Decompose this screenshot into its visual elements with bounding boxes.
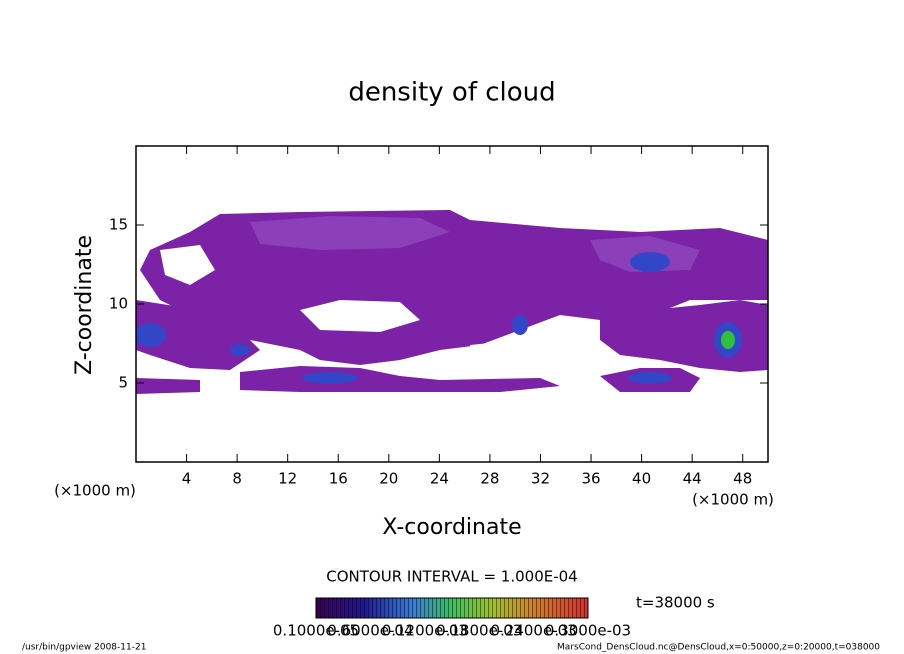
- y-tick-label: 15: [109, 216, 128, 234]
- x-tick-label: 44: [683, 470, 702, 488]
- chart-title: density of cloud: [348, 78, 555, 108]
- x-tick-label: 8: [232, 470, 242, 488]
- colorbar-label: 0.3000e-03: [545, 622, 631, 640]
- colorbar-label: 0.1000e-05: [273, 622, 359, 640]
- y-unit: (×1000 m): [54, 482, 136, 500]
- colorbar-stripes: [316, 598, 588, 618]
- x-tick-label: 48: [733, 470, 752, 488]
- footer-left: /usr/bin/gpview 2008-11-21: [22, 643, 146, 653]
- colorbar-label: 0.2400e-03: [490, 622, 576, 640]
- colorbar-label: 0.6000e-04: [327, 622, 413, 640]
- x-tick-label: 40: [632, 470, 651, 488]
- x-tick-label: 36: [581, 470, 600, 488]
- x-tick-label: 20: [379, 470, 398, 488]
- x-tick-label: 28: [480, 470, 499, 488]
- y-tick-label: 5: [118, 374, 128, 392]
- y-axis-label: Z-coordinate: [72, 235, 97, 375]
- x-tick-label: 32: [531, 470, 550, 488]
- y-tick-label: 10: [109, 295, 128, 313]
- x-axis-label: X-coordinate: [382, 515, 521, 540]
- colorbar-label: 0.1800e-03: [436, 622, 522, 640]
- time-label: t=38000 s: [636, 594, 715, 612]
- x-unit: (×1000 m): [692, 491, 774, 509]
- colorbar-label: 0.1200e-03: [382, 622, 468, 640]
- x-tick-label: 16: [329, 470, 348, 488]
- x-tick-label: 24: [430, 470, 449, 488]
- x-tick-label: 12: [278, 470, 297, 488]
- footer-right: MarsCond_DensCloud.nc@DensCloud,x=0:5000…: [557, 643, 880, 653]
- contour-interval: CONTOUR INTERVAL = 1.000E-04: [326, 568, 577, 586]
- x-tick-label: 4: [182, 470, 192, 488]
- cloud-field: [136, 210, 768, 394]
